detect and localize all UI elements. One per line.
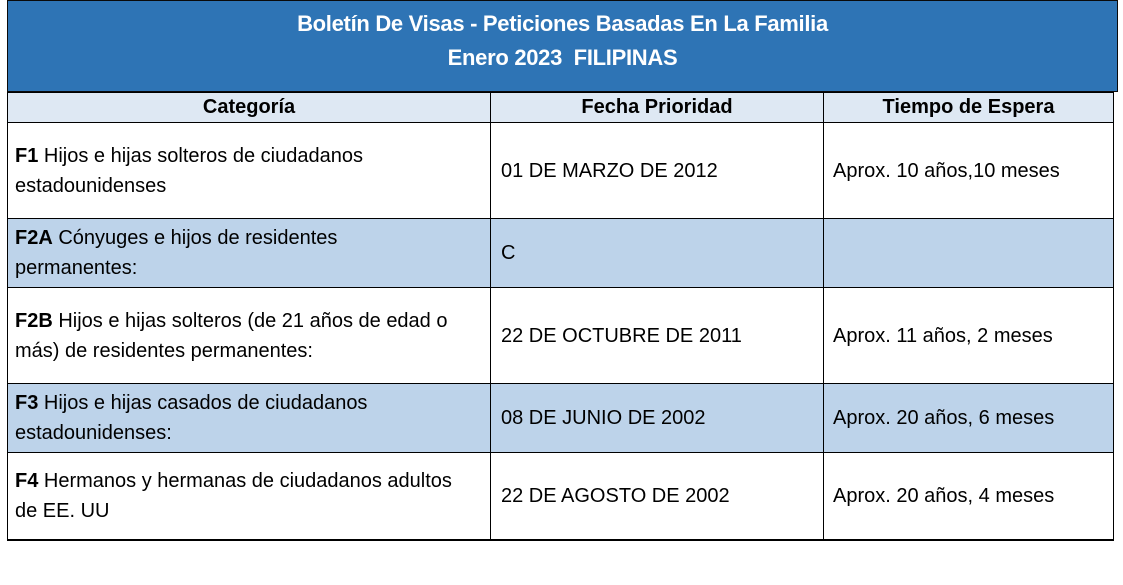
table-row: F4 Hermanos y hermanas de ciudadanos adu… bbox=[7, 452, 1114, 540]
visa-bulletin-table: Categoría Fecha Prioridad Tiempo de Espe… bbox=[7, 92, 1114, 541]
category-text: Hermanos y hermanas de ciudadanos adulto… bbox=[15, 469, 452, 522]
category-text: Hijos e hijas solteros (de 21 años de ed… bbox=[15, 309, 448, 362]
wait-time-cell: Aprox. 20 años, 6 meses bbox=[823, 383, 1114, 453]
category-code: F2A bbox=[15, 227, 53, 249]
priority-date-cell: 01 DE MARZO DE 2012 bbox=[490, 122, 824, 219]
category-cell: F1 Hijos e hijas solteros de ciudadanos … bbox=[7, 122, 491, 219]
category-code: F2B bbox=[15, 309, 53, 332]
category-code: F3 bbox=[15, 392, 39, 414]
column-header-tiempo-de-espera: Tiempo de Espera bbox=[823, 92, 1114, 123]
priority-date-cell: 22 DE OCTUBRE DE 2011 bbox=[490, 287, 824, 384]
banner-title-line1: Boletín De Visas - Peticiones Basadas En… bbox=[297, 11, 828, 36]
bulletin-banner: Boletín De Visas - Peticiones Basadas En… bbox=[7, 0, 1118, 92]
column-header-categoria: Categoría bbox=[7, 92, 491, 123]
category-cell: F3 Hijos e hijas casados de ciudadanos e… bbox=[7, 383, 491, 453]
table-header-row: Categoría Fecha Prioridad Tiempo de Espe… bbox=[7, 92, 1114, 123]
wait-time-cell: Aprox. 10 años,10 meses bbox=[823, 122, 1114, 219]
category-text: Cónyuges e hijos de residentes permanent… bbox=[15, 227, 338, 279]
wait-time-cell: Aprox. 11 años, 2 meses bbox=[823, 287, 1114, 384]
category-cell: F4 Hermanos y hermanas de ciudadanos adu… bbox=[7, 452, 491, 540]
category-text: Hijos e hijas solteros de ciudadanos est… bbox=[15, 144, 363, 197]
category-code: F4 bbox=[15, 469, 39, 492]
wait-time-cell: Aprox. 20 años, 4 meses bbox=[823, 452, 1114, 540]
table-body: F1 Hijos e hijas solteros de ciudadanos … bbox=[7, 122, 1114, 540]
priority-date-cell: 08 DE JUNIO DE 2002 bbox=[490, 383, 824, 453]
table-row: F2A Cónyuges e hijos de residentes perma… bbox=[7, 218, 1114, 288]
category-text: Hijos e hijas casados de ciudadanos esta… bbox=[15, 392, 368, 444]
table-row: F2B Hijos e hijas solteros (de 21 años d… bbox=[7, 287, 1114, 384]
category-cell: F2B Hijos e hijas solteros (de 21 años d… bbox=[7, 287, 491, 384]
table-row: F1 Hijos e hijas solteros de ciudadanos … bbox=[7, 122, 1114, 219]
category-code: F1 bbox=[15, 144, 39, 167]
priority-date-cell: 22 DE AGOSTO DE 2002 bbox=[490, 452, 824, 540]
banner-title-line2: Enero 2023 FILIPINAS bbox=[447, 45, 678, 70]
wait-time-cell bbox=[823, 218, 1114, 288]
category-cell: F2A Cónyuges e hijos de residentes perma… bbox=[7, 218, 491, 288]
column-header-fecha-prioridad: Fecha Prioridad bbox=[490, 92, 824, 123]
table-row: F3 Hijos e hijas casados de ciudadanos e… bbox=[7, 383, 1114, 453]
priority-date-cell: C bbox=[490, 218, 824, 288]
